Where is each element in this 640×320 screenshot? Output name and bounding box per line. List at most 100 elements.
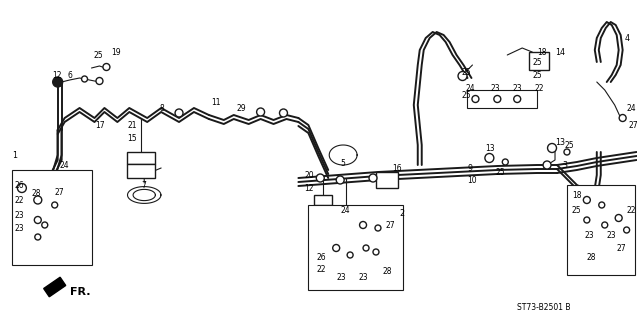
Circle shape: [333, 244, 340, 252]
Circle shape: [623, 227, 630, 233]
Text: 22: 22: [627, 205, 636, 214]
Circle shape: [42, 222, 48, 228]
Text: 26: 26: [15, 180, 24, 189]
Text: 23: 23: [15, 223, 24, 233]
Text: 9: 9: [467, 164, 472, 172]
Text: 12: 12: [52, 70, 61, 79]
Bar: [467, 90, 537, 108]
Circle shape: [375, 225, 381, 231]
Text: 25: 25: [93, 51, 103, 60]
Text: 26: 26: [316, 253, 326, 262]
Circle shape: [17, 183, 26, 193]
Bar: [314, 195, 332, 205]
Text: 25: 25: [461, 68, 471, 76]
Text: FR.: FR.: [70, 287, 90, 297]
Bar: [127, 164, 155, 178]
Text: 14: 14: [555, 47, 565, 57]
Circle shape: [369, 174, 377, 182]
Circle shape: [35, 217, 41, 223]
Circle shape: [458, 71, 467, 81]
Text: 25: 25: [565, 140, 575, 149]
Circle shape: [599, 202, 605, 208]
Circle shape: [485, 154, 494, 163]
Circle shape: [584, 217, 590, 223]
Circle shape: [584, 196, 590, 204]
Text: 20: 20: [305, 171, 314, 180]
Bar: [567, 185, 635, 275]
Text: 27: 27: [54, 188, 65, 196]
Circle shape: [280, 109, 287, 117]
Text: 24: 24: [627, 103, 636, 113]
Circle shape: [619, 115, 626, 122]
Text: 23: 23: [607, 230, 616, 239]
Text: 25: 25: [532, 58, 542, 67]
Text: 29: 29: [237, 103, 246, 113]
Text: 13: 13: [485, 143, 495, 153]
Text: 3: 3: [562, 161, 567, 170]
Circle shape: [52, 202, 58, 208]
Circle shape: [363, 245, 369, 251]
Text: 13: 13: [555, 138, 565, 147]
Text: 27: 27: [617, 244, 627, 252]
Circle shape: [472, 95, 479, 102]
Text: 27: 27: [386, 220, 396, 229]
Circle shape: [548, 143, 557, 153]
Text: 28: 28: [32, 188, 42, 197]
Text: 23: 23: [15, 211, 24, 220]
Bar: [127, 152, 155, 164]
Circle shape: [615, 214, 622, 221]
Text: 6: 6: [68, 70, 72, 79]
Text: 23: 23: [336, 274, 346, 283]
Circle shape: [35, 234, 41, 240]
Text: 21: 21: [127, 121, 137, 130]
Text: 4: 4: [625, 34, 630, 43]
Circle shape: [514, 95, 521, 102]
Text: 18: 18: [572, 190, 581, 199]
Circle shape: [494, 95, 501, 102]
Text: 15: 15: [127, 133, 137, 142]
Text: 25: 25: [461, 91, 471, 100]
Circle shape: [257, 108, 264, 116]
Text: 5: 5: [340, 158, 345, 167]
Text: 7: 7: [141, 180, 146, 189]
Circle shape: [316, 174, 324, 182]
Text: 8: 8: [159, 103, 164, 113]
Text: 24: 24: [465, 84, 475, 92]
Circle shape: [347, 252, 353, 258]
Text: 17: 17: [95, 121, 105, 130]
Text: 2: 2: [400, 209, 405, 218]
Text: 24: 24: [60, 161, 69, 170]
Polygon shape: [44, 277, 66, 297]
Text: 24: 24: [340, 205, 350, 214]
Text: 12: 12: [305, 183, 314, 193]
Circle shape: [360, 221, 367, 228]
Text: 23: 23: [490, 84, 500, 92]
Circle shape: [96, 77, 103, 84]
Circle shape: [543, 161, 551, 169]
Text: 18: 18: [537, 47, 547, 57]
Bar: [308, 205, 403, 290]
Text: 16: 16: [392, 164, 401, 172]
Text: 23: 23: [585, 230, 595, 239]
Text: 23: 23: [358, 274, 368, 283]
Text: 23: 23: [512, 84, 522, 92]
Text: 19: 19: [111, 47, 121, 57]
Text: 10: 10: [467, 175, 477, 185]
Text: 1: 1: [12, 150, 17, 159]
Bar: [12, 170, 92, 265]
Text: 27: 27: [628, 121, 638, 130]
Circle shape: [175, 109, 183, 117]
Text: 25: 25: [572, 205, 582, 214]
Text: ST73-B2501 B: ST73-B2501 B: [517, 303, 571, 313]
Circle shape: [52, 77, 63, 87]
Circle shape: [81, 76, 88, 82]
Circle shape: [602, 222, 608, 228]
Bar: [529, 52, 549, 70]
Text: 28: 28: [383, 268, 392, 276]
Circle shape: [103, 63, 110, 70]
Circle shape: [373, 249, 379, 255]
Text: 22: 22: [316, 266, 326, 275]
Text: 11: 11: [211, 98, 220, 107]
Text: 22: 22: [15, 196, 24, 204]
Text: 22: 22: [534, 84, 543, 92]
